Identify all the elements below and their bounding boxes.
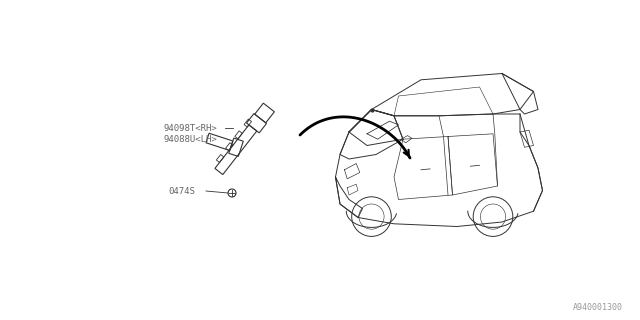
Text: A940001300: A940001300 bbox=[573, 303, 623, 312]
Text: 94088U<LH>: 94088U<LH> bbox=[163, 134, 217, 143]
Text: 0474S: 0474S bbox=[168, 187, 195, 196]
Text: 94098T<RH>: 94098T<RH> bbox=[163, 124, 217, 132]
